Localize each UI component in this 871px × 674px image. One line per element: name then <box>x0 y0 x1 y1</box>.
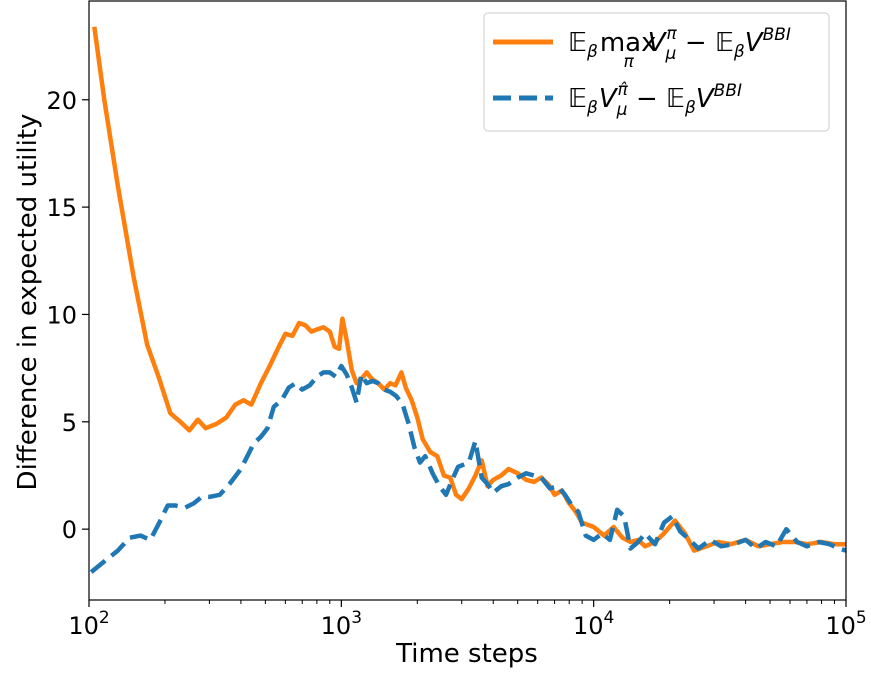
x-tick-base: 10 <box>573 612 604 640</box>
x-tick-exponent: 3 <box>351 608 362 628</box>
legend-orange-beta1: β <box>586 42 598 62</box>
legend-blue-V2-sup: BBI <box>714 81 742 101</box>
legend-blue-V: V <box>599 84 619 114</box>
legend-orange-E1: 𝔼 <box>568 28 587 58</box>
x-tick-exponent: 2 <box>99 608 110 628</box>
series-line-0 <box>92 26 846 553</box>
x-tick-exponent: 4 <box>604 608 615 628</box>
x-tick-base: 10 <box>321 612 352 640</box>
legend-blue-V2: V <box>696 84 716 114</box>
y-tick-label: 0 <box>62 516 77 544</box>
legend-orange-max: max <box>600 28 657 58</box>
legend-blue-beta2: β <box>684 98 696 118</box>
legend-blue-E1: 𝔼 <box>568 84 587 114</box>
legend-orange-max-sub: π <box>623 52 634 72</box>
x-tick-label: 102 <box>68 608 109 640</box>
plot-frame <box>88 0 847 601</box>
series-lines <box>89 26 847 574</box>
y-axis-label: Difference in expected utility <box>13 114 43 491</box>
series-line-1 <box>89 363 847 574</box>
legend-blue-V-sup: π̂ <box>617 80 628 100</box>
legend-label-blue: 𝔼βVμπ̂ − 𝔼βVBBI <box>568 80 742 120</box>
y-tick-label: 20 <box>46 87 77 115</box>
x-tick-base: 10 <box>825 612 856 640</box>
y-tick-label: 15 <box>46 194 77 222</box>
legend-orange-V: V <box>648 28 668 58</box>
x-tick-base: 10 <box>68 612 99 640</box>
legend-label-orange: 𝔼βmax πVμπ − 𝔼βVBBI <box>568 24 791 72</box>
legend-orange-V-sup: π <box>666 24 677 44</box>
x-axis: 102 103 104 105 <box>68 600 867 640</box>
legend-blue-E2: 𝔼 <box>666 84 685 114</box>
legend-orange-V2: V <box>745 28 765 58</box>
y-tick-label: 5 <box>62 409 77 437</box>
legend-blue-V-sub: μ <box>616 100 628 120</box>
legend-blue-minus: − <box>628 84 666 114</box>
x-tick-exponent: 5 <box>856 608 867 628</box>
legend-orange-E2: 𝔼 <box>715 28 734 58</box>
x-tick-label: 105 <box>825 608 866 640</box>
x-tick-label: 103 <box>321 608 362 640</box>
legend: 𝔼βmax πVμπ − 𝔼βVBBI 𝔼βVμπ̂ − 𝔼βVBBI <box>483 12 830 132</box>
x-tick-label: 104 <box>573 608 614 640</box>
y-axis: 0 5 10 15 20 <box>46 87 89 544</box>
x-axis-label: Time steps <box>395 639 538 669</box>
legend-orange-minus: − <box>677 28 715 58</box>
legend-box <box>483 12 830 132</box>
legend-blue-beta1: β <box>586 98 598 118</box>
legend-orange-V2-sup: BBI <box>763 25 791 45</box>
y-tick-label: 10 <box>46 301 77 329</box>
legend-orange-V-sub: μ <box>665 44 677 64</box>
legend-orange-beta2: β <box>733 42 745 62</box>
